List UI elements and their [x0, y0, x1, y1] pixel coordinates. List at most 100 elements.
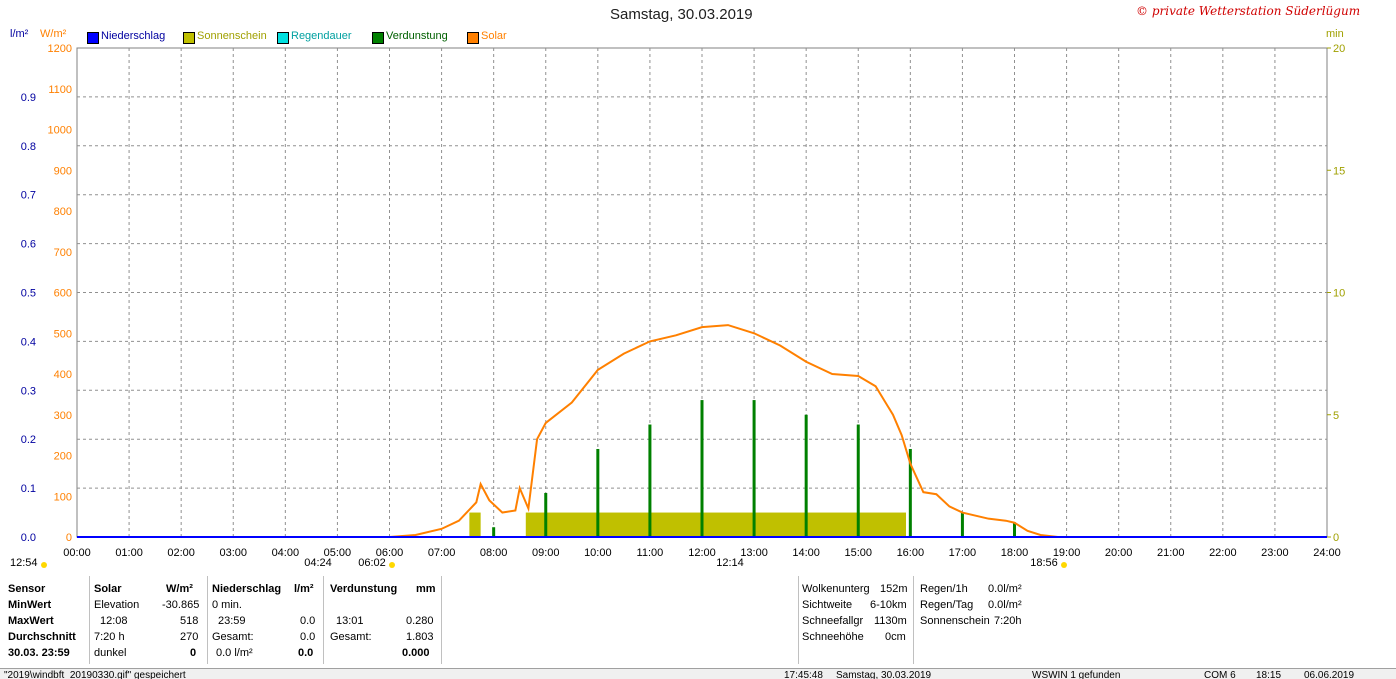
right-tick-label: 10: [1333, 288, 1345, 300]
cloud-label-3: Schneehöhe: [802, 631, 864, 643]
precip-unit: l/m²: [294, 583, 314, 595]
left1-tick-label: 0.2: [21, 434, 36, 446]
legend-label: Regendauer: [291, 30, 352, 42]
evap-avg-label: Gesamt:: [330, 631, 372, 643]
x-tick-label: 24:00: [1313, 547, 1341, 559]
chart-title: Samstag, 30.03.2019: [610, 6, 753, 23]
evaporation-bar: [1013, 522, 1016, 537]
rain-value-0: 0.0l/m²: [988, 583, 1022, 595]
x-tick-label: 17:00: [949, 547, 977, 559]
rain-value-2: 7:20h: [994, 615, 1022, 627]
min-label: MinWert: [8, 599, 52, 611]
chart-svg: 00:00 01:00 02:00 03:00 04:00 05:00 06:00 07:00…: [10, 43, 1345, 569]
time-marker: 18:56: [1030, 557, 1058, 569]
solar-line: [389, 324, 1059, 538]
sunshine-block: [469, 512, 481, 537]
x-tick-label: 08:00: [480, 547, 508, 559]
precip-last-value: 0.0: [298, 647, 314, 659]
x-tick-label: 18:00: [1001, 547, 1029, 559]
x-tick-label: 21:00: [1157, 547, 1185, 559]
legend-swatch: [183, 32, 195, 44]
left1-tick-label: 0.5: [21, 288, 36, 300]
cloud-label-2: Schneefallgr: [802, 615, 864, 627]
x-tick-label: 07:00: [428, 547, 456, 559]
legend-swatch: [467, 32, 479, 44]
status-time: 17:45:48: [784, 670, 823, 679]
x-tick-label: 09:00: [532, 547, 560, 559]
x-tick-label: 02:00: [167, 547, 195, 559]
status-file: "2019\windbft_20190330.gif" gespeichert: [4, 670, 186, 679]
precip-max-value: 0.0: [300, 615, 316, 627]
right-tick-label: 20: [1333, 43, 1345, 55]
legend-label: Sonnenschein: [197, 30, 267, 42]
left2-tick-label: 800: [54, 206, 72, 218]
max-label: MaxWert: [8, 615, 54, 627]
sensor-header: Sensor: [8, 583, 46, 595]
x-tick-label: 16:00: [897, 547, 925, 559]
left2-tick-label: 700: [54, 247, 72, 259]
solar-header: Solar: [94, 583, 122, 595]
avg-label: Durchschnitt: [8, 631, 76, 643]
evap-header: Verdunstung: [330, 583, 398, 595]
rain-label-2: Sonnenschein: [920, 615, 990, 627]
legend-label: Verdunstung: [386, 30, 448, 42]
x-tick-label: 00:00: [63, 547, 91, 559]
left1-tick-label: 0.1: [21, 483, 36, 495]
legend-swatch: [372, 32, 384, 44]
solar-last-label: dunkel: [94, 647, 127, 659]
solar-min-label: Elevation: [94, 599, 140, 611]
left2-tick-label: 0: [66, 532, 72, 544]
cloud-value-3: 0cm: [885, 631, 906, 643]
sun-marker-dot: [1061, 562, 1067, 568]
precip-avg-value: 0.0: [300, 631, 316, 643]
solar-avg-label: 7:20 h: [94, 631, 125, 643]
evaporation-bar: [804, 414, 808, 537]
left1-tick-label: 0.3: [21, 385, 36, 397]
left2-unit: W/m²: [40, 28, 67, 40]
sunshine-block: [525, 512, 906, 537]
sun-marker-dot: [389, 562, 395, 568]
right-tick-label: 5: [1333, 410, 1339, 422]
cloud-value-2: 1130m: [874, 615, 907, 627]
time-marker: 04:24: [304, 557, 332, 569]
precip-last-label: 0.0 l/m²: [216, 647, 253, 659]
status-date2: 06.06.2019: [1304, 670, 1355, 679]
evap-avg-value: 1.803: [406, 631, 434, 643]
time-marker: 06:02: [358, 557, 386, 569]
evaporation-bar: [648, 424, 652, 537]
evap-max-value: 0.280: [406, 615, 434, 627]
evaporation-bar: [752, 400, 756, 537]
x-tick-label: 01:00: [115, 547, 143, 559]
x-tick-label: 12:00: [688, 547, 716, 559]
legend-label: Niederschlag: [101, 30, 166, 42]
date-label: 30.03. 23:59: [8, 647, 70, 659]
status-bar: "2019\windbft_20190330.gif" gespeichert …: [0, 668, 1396, 679]
rain-label-0: Regen/1h: [920, 583, 968, 595]
x-tick-label: 10:00: [584, 547, 612, 559]
rain-label-1: Regen/Tag: [920, 599, 974, 611]
precip-header: Niederschlag: [212, 583, 282, 595]
evaporation-bar: [596, 448, 600, 537]
x-tick-label: 11:00: [637, 547, 664, 559]
x-tick-label: 05:00: [324, 547, 352, 559]
left1-tick-label: 0.6: [21, 239, 36, 251]
copyright: © private Wetterstation Süderlügum: [1136, 4, 1361, 18]
left2-tick-label: 400: [54, 369, 72, 381]
solar-max-value: 518: [180, 615, 199, 627]
x-tick-label: 04:00: [272, 547, 300, 559]
evap-max-label: 13:01: [336, 615, 364, 627]
time-marker: 12:14: [716, 557, 744, 569]
time-marker: 12:54: [10, 557, 38, 569]
left2-tick-label: 200: [54, 451, 72, 463]
right-tick-label: 0: [1333, 532, 1339, 544]
precip-min-label: 0 min.: [212, 599, 242, 611]
x-tick-label: 06:00: [376, 547, 404, 559]
status-ws: WSWIN 1 gefunden: [1032, 670, 1121, 679]
x-tick-label: 22:00: [1209, 547, 1237, 559]
evaporation-bar: [960, 512, 964, 537]
left1-unit: l/m²: [10, 28, 29, 40]
left2-tick-label: 100: [54, 491, 72, 503]
x-tick-label: 19:00: [1053, 547, 1081, 559]
precip-avg-label: Gesamt:: [212, 631, 254, 643]
legend-swatch: [87, 32, 99, 44]
